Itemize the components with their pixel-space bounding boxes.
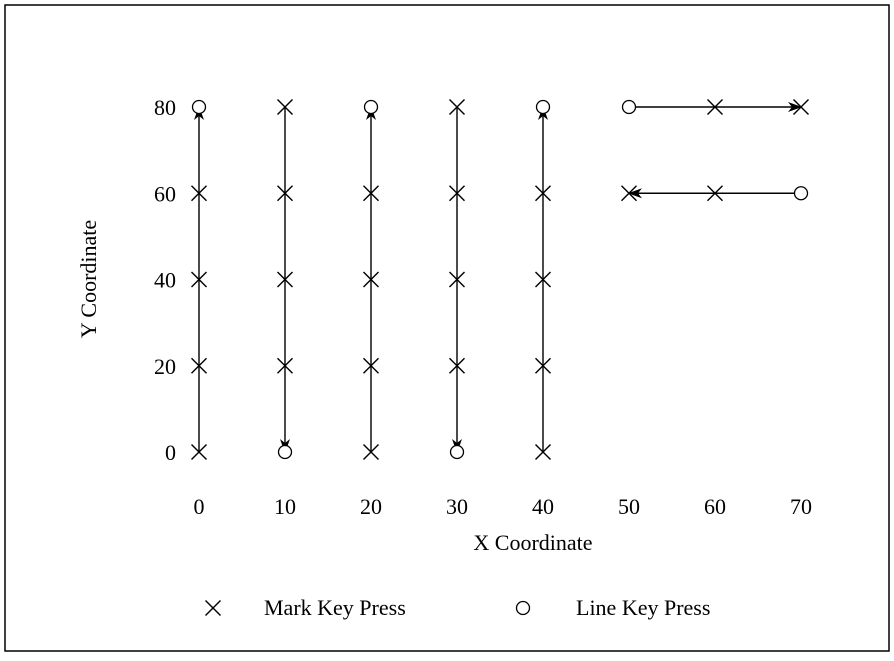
legend-line-key-press-icon <box>515 600 531 616</box>
mark-key-press-point <box>449 357 465 374</box>
mark-key-press-point <box>191 185 207 202</box>
mark-key-press-point <box>363 185 379 202</box>
legend-mark-key-press-icon <box>205 600 221 616</box>
mark-key-press-point <box>277 185 293 202</box>
y-tick-label: 20 <box>154 354 176 379</box>
x-tick-label: 70 <box>790 494 812 519</box>
line-key-press-point <box>793 186 809 201</box>
x-tick-label: 0 <box>194 494 205 519</box>
mark-key-press-point <box>191 271 207 288</box>
mark-key-press-point <box>363 357 379 374</box>
mark-key-press-point <box>363 444 379 460</box>
markers-layer <box>191 99 809 460</box>
mark-key-press-point <box>707 99 723 115</box>
line-key-press-point <box>621 99 637 115</box>
x-tick-labels: 0 10 20 30 40 50 60 70 <box>194 494 813 519</box>
mark-key-press-point <box>449 271 465 288</box>
mark-key-press-point <box>535 357 551 374</box>
x-tick-label: 40 <box>532 494 554 519</box>
line-key-press-point <box>449 444 465 460</box>
mark-key-press-point <box>191 357 207 374</box>
mark-key-press-point <box>449 185 465 202</box>
y-tick-label: 80 <box>154 95 176 120</box>
mark-key-press-point <box>707 185 723 202</box>
line-key-press-point <box>363 99 379 115</box>
y-tick-label: 60 <box>154 181 176 206</box>
mark-key-press-point <box>363 271 379 288</box>
mark-key-press-point <box>449 99 465 115</box>
figure-border <box>4 4 890 652</box>
line-key-press-point <box>277 444 293 460</box>
x-tick-label: 30 <box>446 494 468 519</box>
y-tick-label: 0 <box>165 440 176 465</box>
mark-key-press-point <box>277 271 293 288</box>
line-key-press-point <box>191 99 207 115</box>
y-tick-label: 40 <box>154 268 176 293</box>
mark-key-press-point <box>535 271 551 288</box>
mark-key-press-point <box>535 444 551 460</box>
legend-label: Mark Key Press <box>264 595 406 620</box>
x-tick-label: 10 <box>274 494 296 519</box>
mark-key-press-point <box>277 357 293 374</box>
x-tick-label: 60 <box>704 494 726 519</box>
legend: Mark Key Press Line Key Press <box>205 595 710 620</box>
mark-key-press-point <box>277 99 293 115</box>
x-axis-label: X Coordinate <box>473 530 592 555</box>
legend-label: Line Key Press <box>576 595 710 620</box>
y-axis-label: Y Coordinate <box>76 220 101 338</box>
line-key-press-point <box>535 99 551 115</box>
x-tick-label: 20 <box>360 494 382 519</box>
mark-key-press-point <box>793 99 809 115</box>
y-tick-labels: 0 20 40 60 80 <box>154 95 176 465</box>
mark-key-press-point <box>535 185 551 202</box>
mark-key-press-point <box>621 185 637 202</box>
mark-key-press-point <box>191 444 207 460</box>
x-tick-label: 50 <box>618 494 640 519</box>
